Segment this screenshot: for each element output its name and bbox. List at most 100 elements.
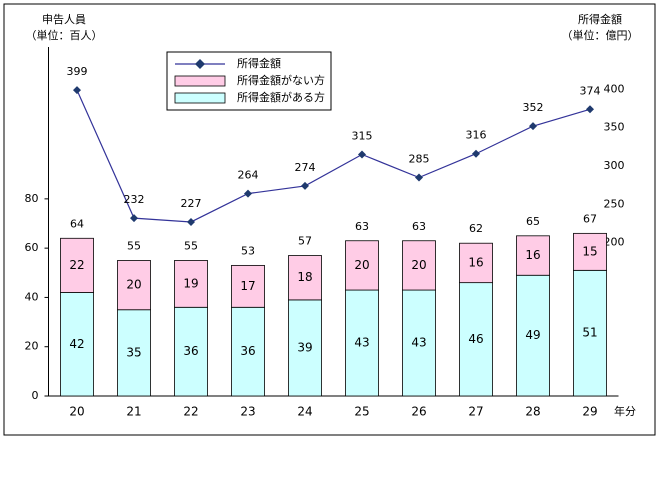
line-label: 274 bbox=[295, 161, 316, 174]
x-tick-label: 22 bbox=[183, 405, 198, 419]
marker bbox=[586, 105, 594, 114]
bar-label: 20 bbox=[354, 258, 369, 272]
bar bbox=[117, 309, 151, 397]
bar-label: 20 bbox=[126, 278, 141, 292]
y2-tick-label: 400 bbox=[604, 82, 625, 95]
bar-label: 16 bbox=[525, 248, 540, 262]
x-tick-label: 27 bbox=[468, 405, 483, 419]
line bbox=[76, 89, 591, 223]
bar-label: 18 bbox=[297, 270, 312, 284]
bar-label: 15 bbox=[582, 244, 597, 258]
marker bbox=[187, 217, 195, 226]
bar bbox=[60, 292, 94, 397]
y-tick-label: 40 bbox=[25, 290, 39, 303]
bar-label: 36 bbox=[240, 344, 255, 358]
bar bbox=[174, 306, 208, 397]
line-label: 232 bbox=[124, 193, 145, 206]
y-tick-label: 80 bbox=[25, 192, 39, 205]
bar-label: 46 bbox=[468, 332, 483, 346]
bar-label: 17 bbox=[240, 279, 255, 293]
bar-label: 49 bbox=[525, 328, 540, 342]
y2-label: （単位：億円） bbox=[562, 28, 639, 42]
y-label: （単位：百人） bbox=[26, 28, 103, 42]
x-tick-label: 21 bbox=[126, 405, 141, 419]
x-tick-label: 24 bbox=[297, 405, 312, 419]
line-label: 315 bbox=[352, 130, 373, 143]
x-tick-label: 25 bbox=[354, 405, 369, 419]
x-tick-label: 26 bbox=[411, 405, 426, 419]
total-label: 65 bbox=[526, 215, 540, 228]
bar-label: 43 bbox=[411, 336, 426, 350]
marker bbox=[472, 149, 480, 158]
y-tick-label: 60 bbox=[25, 241, 39, 254]
bar bbox=[174, 260, 208, 308]
bar-label: 42 bbox=[69, 337, 84, 351]
bar bbox=[345, 289, 379, 397]
total-label: 55 bbox=[127, 239, 141, 252]
bar bbox=[117, 260, 151, 311]
y2-tick-label: 250 bbox=[604, 197, 625, 210]
total-label: 53 bbox=[241, 244, 255, 257]
legend-swatch bbox=[174, 92, 226, 104]
legend-label: 所得金額 bbox=[237, 56, 281, 70]
marker bbox=[301, 181, 309, 190]
y2-tick-label: 200 bbox=[604, 236, 625, 249]
x-unit: 年分 bbox=[614, 404, 636, 418]
marker bbox=[244, 189, 252, 198]
bar bbox=[573, 269, 607, 397]
bar-label: 20 bbox=[411, 258, 426, 272]
line-label: 227 bbox=[181, 197, 202, 210]
bar bbox=[573, 232, 607, 271]
y-tick-label: 0 bbox=[32, 389, 39, 402]
y2-tick-label: 350 bbox=[604, 121, 625, 134]
bar bbox=[231, 306, 265, 397]
bar bbox=[288, 299, 322, 397]
x-tick-label: 20 bbox=[69, 405, 84, 419]
bar-label: 19 bbox=[183, 276, 198, 290]
bar-label: 43 bbox=[354, 336, 369, 350]
line-label: 285 bbox=[409, 153, 430, 166]
bar-label: 35 bbox=[126, 345, 141, 359]
legend-label: 所得金額がない方 bbox=[237, 73, 325, 87]
total-label: 62 bbox=[469, 222, 483, 235]
bar-label: 36 bbox=[183, 344, 198, 358]
x-tick-label: 23 bbox=[240, 405, 255, 419]
total-label: 55 bbox=[184, 239, 198, 252]
y-label: 申告人員 bbox=[42, 13, 86, 26]
total-label: 64 bbox=[70, 217, 84, 230]
bar bbox=[288, 255, 322, 301]
bar bbox=[402, 289, 436, 397]
x-tick-label: 29 bbox=[582, 405, 597, 419]
line-label: 374 bbox=[580, 84, 601, 97]
bar-label: 39 bbox=[297, 340, 312, 354]
line-label: 352 bbox=[523, 101, 544, 114]
line-label: 264 bbox=[238, 169, 259, 182]
bar bbox=[459, 242, 493, 284]
bar-label: 16 bbox=[468, 255, 483, 269]
legend-marker bbox=[195, 59, 205, 69]
bar-label: 51 bbox=[582, 326, 597, 340]
bar bbox=[60, 237, 94, 293]
legend-label: 所得金額がある方 bbox=[237, 90, 325, 104]
legend-swatch bbox=[174, 75, 226, 87]
total-label: 63 bbox=[355, 220, 369, 233]
marker bbox=[529, 122, 537, 131]
marker bbox=[358, 150, 366, 159]
marker bbox=[73, 86, 81, 95]
line-label: 316 bbox=[466, 129, 487, 142]
total-label: 67 bbox=[583, 212, 597, 225]
bar bbox=[231, 264, 265, 308]
bar bbox=[345, 240, 379, 291]
total-label: 57 bbox=[298, 235, 312, 248]
bar-label: 22 bbox=[69, 258, 84, 272]
bar bbox=[402, 240, 436, 291]
bar bbox=[516, 235, 550, 276]
x-tick-label: 28 bbox=[525, 405, 540, 419]
total-label: 63 bbox=[412, 220, 426, 233]
marker bbox=[130, 214, 138, 223]
bar bbox=[516, 274, 550, 397]
marker bbox=[415, 173, 423, 182]
y2-label: 所得金額 bbox=[578, 12, 622, 26]
y-tick-label: 20 bbox=[25, 340, 39, 353]
